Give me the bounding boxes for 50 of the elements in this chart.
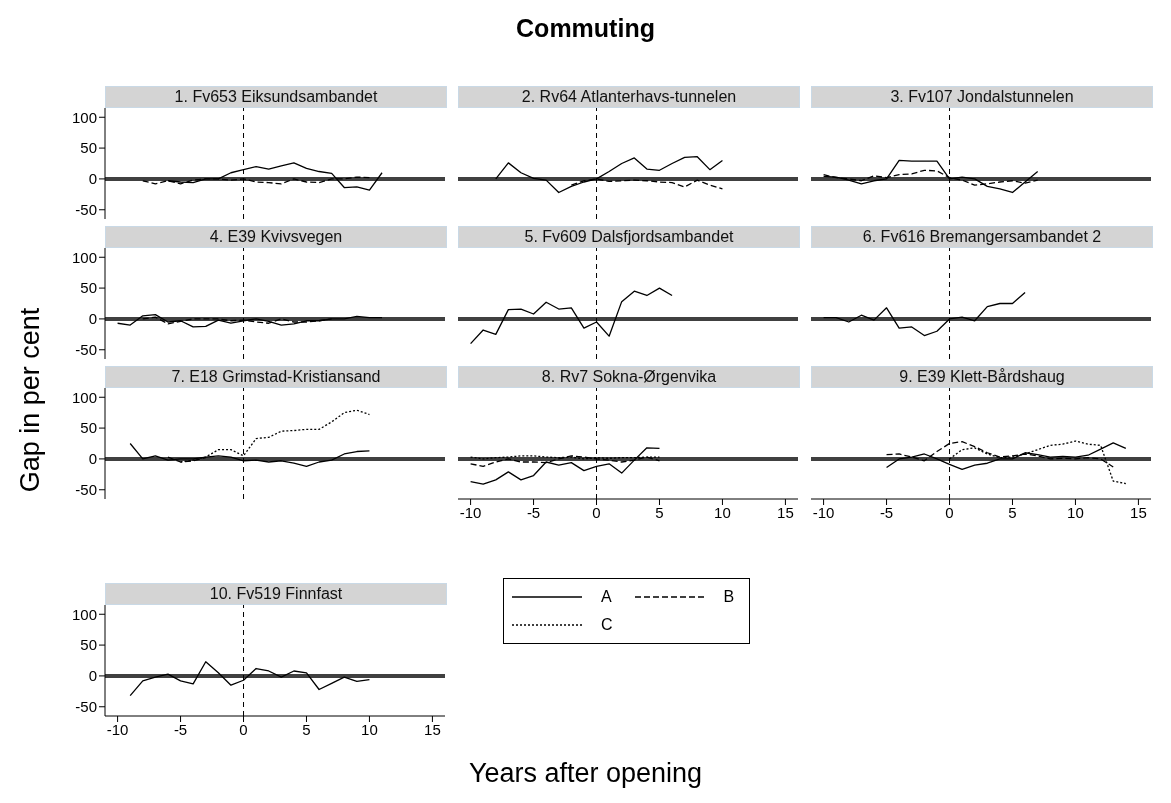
x-tick-label: -10 [812,503,835,521]
y-tick-label: 0 [88,310,97,328]
chart-title: 5. Fv609 Dalsfjordsambandet [458,226,800,248]
y-tick-label: 100 [71,248,97,266]
y-tick-label: 0 [88,170,97,188]
x-tick-label: -5 [526,503,541,521]
x-tick-label: 5 [1008,503,1017,521]
chart-title: 6. Fv616 Bremangersambandet 2 [811,226,1153,248]
y-tick-label: 0 [88,667,97,685]
x-tick-label: 0 [592,503,601,521]
y-tick-label: 100 [71,388,97,406]
legend-label: C [601,616,613,634]
chart-title: 9. E39 Klett-Bårdshaug [811,366,1153,388]
chart-title: 8. Rv7 Sokna-Ørgenvika [458,366,800,388]
x-tick-label: 15 [424,720,441,738]
x-tick-label: -5 [879,503,894,521]
y-tick-label: 100 [71,605,97,623]
x-tick-label: 15 [777,503,794,521]
chart-title: 1. Fv653 Eiksundsambandet [105,86,447,108]
chart-title: 4. E39 Kvivsvegen [105,226,447,248]
x-tick-label: 0 [945,503,954,521]
text: Gap in per cent [14,307,46,493]
y-tick-label: -50 [75,201,97,219]
x-tick-label: 5 [302,720,311,738]
legend-label: A [601,588,612,606]
y-tick-label: -50 [75,341,97,359]
y-tick-label: 50 [80,279,97,297]
y-tick-label: 0 [88,450,97,468]
x-tick-label: 10 [714,503,731,521]
y-tick-label: 50 [80,636,97,654]
y-tick-label: 100 [71,108,97,126]
y-tick-label: 50 [80,419,97,437]
x-tick-label: -10 [459,503,482,521]
y-tick-label: 50 [80,139,97,157]
text: Years after opening [467,758,704,789]
x-tick-label: 5 [655,503,664,521]
x-tick-label: 10 [1067,503,1084,521]
chart-title: 3. Fv107 Jondalstunnelen [811,86,1153,108]
x-tick-label: 15 [1130,503,1147,521]
text: Commuting [515,14,656,43]
x-tick-label: -5 [173,720,188,738]
y-tick-label: -50 [75,698,97,716]
chart-title: 10. Fv519 Finnfast [105,583,447,605]
legend-label: B [723,588,735,606]
y-tick-label: -50 [75,481,97,499]
chart-title: 7. E18 Grimstad-Kristiansand [105,366,447,388]
x-tick-label: 10 [361,720,378,738]
x-tick-label: -10 [106,720,129,738]
chart-title: 2. Rv64 Atlanterhavs-tunnelen [458,86,800,108]
x-tick-label: 0 [239,720,248,738]
